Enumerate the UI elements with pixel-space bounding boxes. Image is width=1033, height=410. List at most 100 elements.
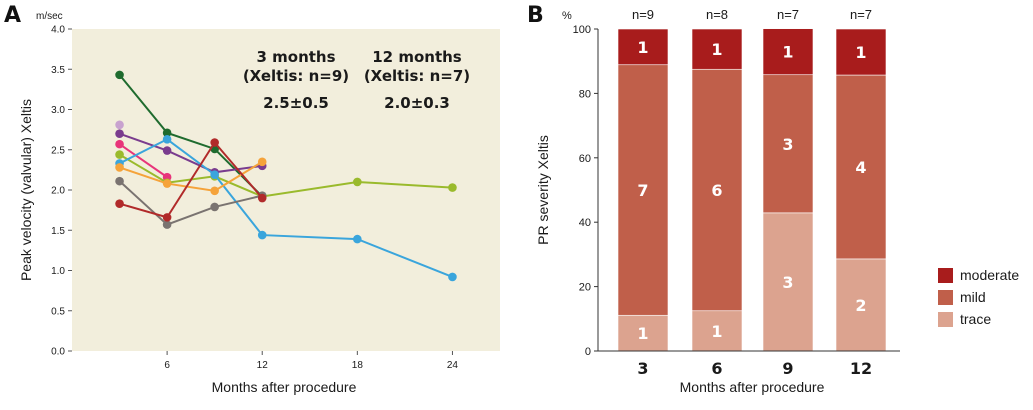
y-tick-label: 2.5 — [51, 145, 65, 156]
series-line — [119, 153, 453, 198]
n-label: n=9 — [632, 7, 654, 22]
bar-stack-3: 1 7 1 — [617, 28, 669, 352]
panel-b-label: B — [527, 3, 544, 28]
data-point — [115, 139, 124, 149]
y-tick-label: 0 — [585, 346, 591, 358]
annotation-title: 3 months — [256, 48, 335, 66]
y-tick-label: 4.0 — [51, 25, 65, 36]
y-tick-label: 60 — [579, 153, 591, 165]
bar-count-label: 2 — [855, 296, 866, 315]
series-line — [119, 138, 453, 278]
bar-stack-6: 1 6 1 — [691, 28, 743, 352]
data-point — [162, 128, 172, 138]
y-tick-label: 20 — [579, 282, 591, 294]
series-line — [119, 160, 263, 192]
y-axis-ticks: 0.0 0.5 1.0 1.5 2.0 2.5 3.0 3.5 4.0 — [51, 25, 72, 358]
y-tick-label: 80 — [579, 88, 591, 100]
annotation-12-months: 12 months (Xeltis: n=7) 2.0±0.3 — [364, 48, 470, 112]
data-point — [210, 186, 219, 196]
x-tick-label: 6 — [711, 359, 722, 378]
annotation-n: (Xeltis: n=7) — [364, 67, 470, 85]
bar-count-label: 6 — [711, 181, 722, 200]
y-tick-label: 1.0 — [51, 266, 65, 277]
n-label: n=7 — [777, 7, 799, 22]
legend: moderate mild trace — [938, 267, 1019, 327]
bar-stack-12: 2 4 1 — [835, 28, 887, 352]
legend-swatch — [938, 290, 953, 305]
bar-segment-trace — [762, 212, 814, 352]
data-point — [257, 193, 267, 203]
data-point — [257, 230, 267, 240]
data-point — [257, 157, 267, 167]
n-label: n=7 — [850, 7, 872, 22]
y-axis-label: PR severity Xeltis — [535, 135, 551, 245]
bar-stack-9: 3 3 1 — [762, 28, 814, 352]
bar-segment-trace — [835, 258, 887, 352]
legend-item-mild: mild — [938, 289, 986, 305]
x-tick-label: 12 — [257, 360, 269, 371]
data-point — [115, 120, 124, 130]
legend-label: moderate — [960, 267, 1019, 283]
n-label: n=8 — [706, 7, 728, 22]
data-point — [448, 183, 457, 192]
data-point — [162, 213, 172, 222]
bar-segment-moderate — [835, 28, 887, 76]
y-tick-label: 0.0 — [51, 347, 65, 358]
legend-label: mild — [960, 289, 986, 305]
legend-item-moderate: moderate — [938, 267, 1019, 283]
legend-label: trace — [960, 311, 991, 327]
data-point — [162, 134, 172, 144]
line-series-7 — [115, 157, 267, 196]
data-point — [115, 176, 124, 186]
y-tick-label: 40 — [579, 217, 591, 229]
x-axis-label: Months after procedure — [212, 379, 357, 395]
data-point — [162, 220, 172, 229]
series-line — [118, 143, 168, 178]
bar-segment-moderate — [691, 28, 743, 70]
y-tick-label: 1.5 — [51, 226, 65, 237]
bar-count-label: 4 — [855, 158, 866, 177]
y-axis-label: Peak velocity (valvular) Xeltis — [18, 99, 34, 281]
x-tick-label: 12 — [850, 359, 872, 378]
bar-segment-trace — [691, 310, 743, 352]
data-point — [162, 146, 172, 155]
bar-count-label: 1 — [711, 40, 722, 59]
annotation-title: 12 months — [372, 48, 462, 66]
bar-count-label: 7 — [637, 181, 648, 200]
x-tick-label: 9 — [782, 359, 793, 378]
line-series-group — [115, 70, 457, 282]
x-tick-label: 3 — [637, 359, 648, 378]
line-chart-plot-area — [72, 29, 500, 351]
bar-segment-mild — [835, 74, 887, 260]
line-chart: 0.0 0.5 1.0 1.5 2.0 2.5 3.0 3.5 4.0 6 12 18 24 3 mo… — [18, 25, 500, 395]
x-tick-label: 24 — [447, 360, 459, 371]
x-axis-ticks: 6 12 18 24 — [164, 351, 458, 371]
bar-count-label: 1 — [855, 43, 866, 62]
bar-count-label: 1 — [637, 324, 648, 343]
panel-a-label: A — [4, 3, 21, 28]
bar-count-label: 1 — [782, 43, 793, 62]
annotation-value: 2.5±0.5 — [263, 94, 329, 112]
bar-count-label: 1 — [637, 38, 648, 57]
x-axis-label: Months after procedure — [680, 379, 825, 395]
y-axis-ticks: 0 20 40 60 80 100 — [573, 24, 598, 358]
data-point — [210, 138, 219, 147]
bar-count-label: 1 — [711, 322, 722, 341]
bar-segment-mild — [617, 64, 669, 316]
sample-size-labels: n=9 n=8 n=7 n=7 — [632, 7, 872, 22]
annotation-n: (Xeltis: n=9) — [243, 67, 349, 85]
data-point — [115, 163, 124, 172]
x-tick-label: 6 — [164, 360, 170, 371]
bar-count-label: 3 — [782, 273, 793, 292]
data-point — [115, 199, 124, 208]
bar-segment-moderate — [762, 28, 814, 76]
x-axis-ticks: 3 6 9 12 — [637, 359, 872, 378]
legend-swatch — [938, 268, 953, 283]
y-tick-label: 0.5 — [51, 306, 65, 317]
y-tick-label: 2.0 — [51, 186, 65, 197]
series-line — [118, 74, 263, 198]
data-point — [448, 272, 457, 282]
